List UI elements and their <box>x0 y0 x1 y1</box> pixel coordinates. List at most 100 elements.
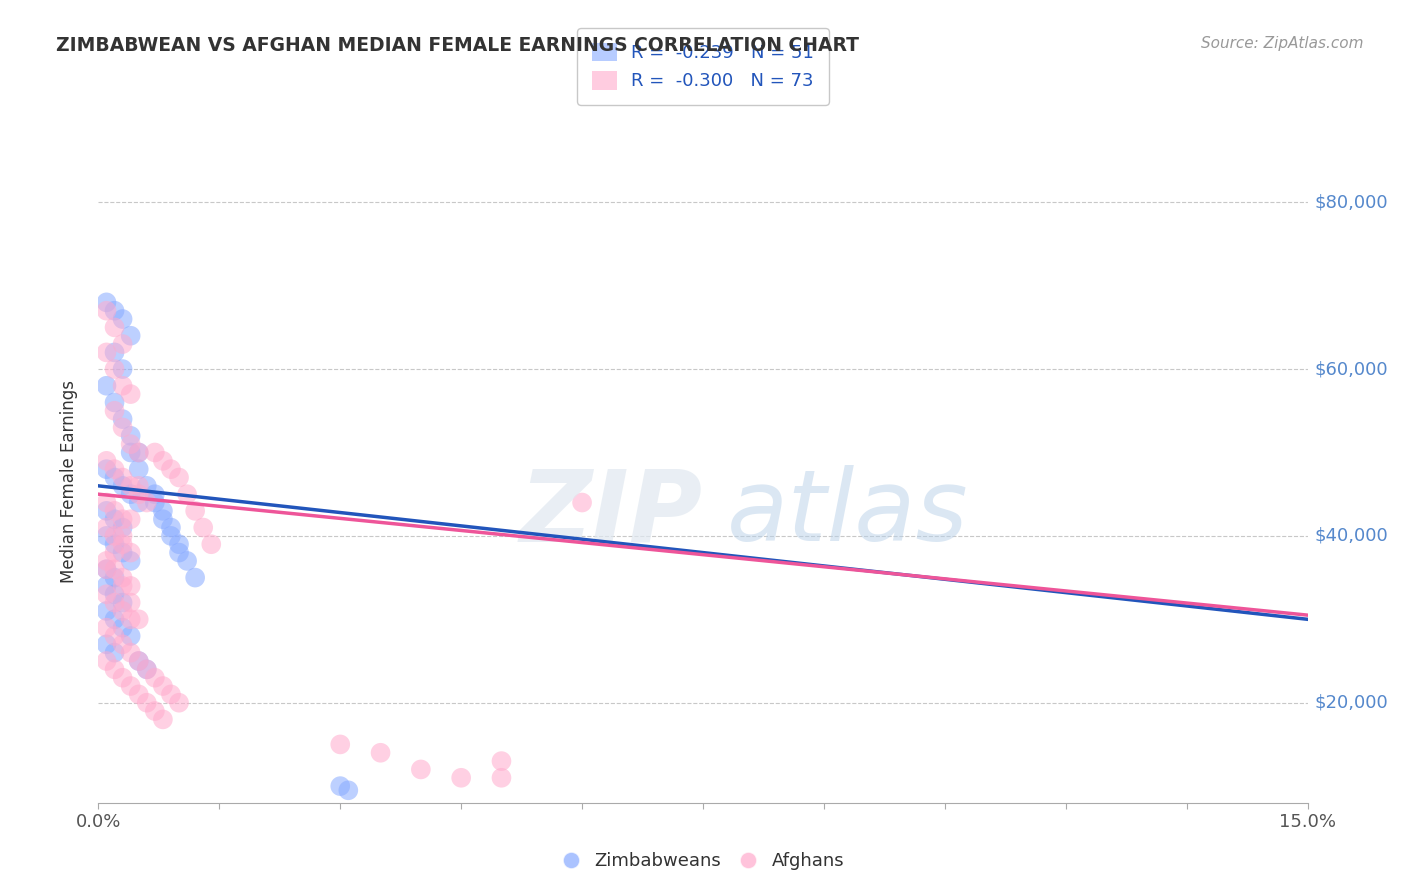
Point <box>103 362 125 376</box>
Point <box>135 662 157 676</box>
Point <box>111 512 134 526</box>
Point <box>120 387 142 401</box>
Point <box>111 637 134 651</box>
Text: atlas: atlas <box>727 466 969 562</box>
Point <box>176 487 198 501</box>
Point <box>103 612 125 626</box>
Point <box>143 445 166 459</box>
Point <box>103 545 125 559</box>
Point <box>96 579 118 593</box>
Point <box>128 687 150 701</box>
Point <box>103 529 125 543</box>
Point <box>96 295 118 310</box>
Point <box>103 587 125 601</box>
Point <box>103 404 125 418</box>
Point <box>103 629 125 643</box>
Text: Source: ZipAtlas.com: Source: ZipAtlas.com <box>1201 36 1364 51</box>
Point <box>111 479 134 493</box>
Point <box>143 704 166 718</box>
Text: ZIMBABWEAN VS AFGHAN MEDIAN FEMALE EARNINGS CORRELATION CHART: ZIMBABWEAN VS AFGHAN MEDIAN FEMALE EARNI… <box>56 36 859 54</box>
Point <box>103 395 125 409</box>
Point <box>103 562 125 576</box>
Point <box>160 462 183 476</box>
Point <box>120 429 142 443</box>
Point <box>491 754 513 768</box>
Point <box>111 545 134 559</box>
Point <box>120 596 142 610</box>
Point <box>103 470 125 484</box>
Point <box>120 679 142 693</box>
Point <box>120 437 142 451</box>
Point <box>200 537 222 551</box>
Point <box>184 504 207 518</box>
Point <box>96 462 118 476</box>
Text: ZIP: ZIP <box>520 466 703 562</box>
Point <box>167 696 190 710</box>
Text: $60,000: $60,000 <box>1315 360 1388 378</box>
Point <box>103 646 125 660</box>
Point <box>96 562 118 576</box>
Point <box>152 712 174 726</box>
Point <box>96 303 118 318</box>
Point <box>135 495 157 509</box>
Point <box>111 362 134 376</box>
Y-axis label: Median Female Earnings: Median Female Earnings <box>59 380 77 583</box>
Point <box>135 479 157 493</box>
Point <box>96 454 118 468</box>
Point <box>120 512 142 526</box>
Point <box>152 679 174 693</box>
Point <box>96 637 118 651</box>
Point <box>176 554 198 568</box>
Point <box>450 771 472 785</box>
Point <box>167 537 190 551</box>
Point <box>96 378 118 392</box>
Text: $20,000: $20,000 <box>1315 694 1388 712</box>
Point <box>103 345 125 359</box>
Point <box>96 554 118 568</box>
Point <box>111 604 134 618</box>
Point <box>111 579 134 593</box>
Point <box>128 445 150 459</box>
Point <box>128 462 150 476</box>
Point <box>120 479 142 493</box>
Point <box>329 738 352 752</box>
Point <box>111 412 134 426</box>
Point <box>103 662 125 676</box>
Point <box>120 554 142 568</box>
Point <box>111 312 134 326</box>
Point <box>103 512 125 526</box>
Point <box>143 487 166 501</box>
Point <box>96 621 118 635</box>
Point <box>96 504 118 518</box>
Point <box>143 671 166 685</box>
Point <box>128 612 150 626</box>
Point <box>128 487 150 501</box>
Point <box>96 562 118 576</box>
Point <box>128 654 150 668</box>
Point <box>337 783 360 797</box>
Point <box>128 654 150 668</box>
Point <box>120 579 142 593</box>
Point <box>111 621 134 635</box>
Point <box>103 596 125 610</box>
Point <box>329 779 352 793</box>
Point <box>96 520 118 534</box>
Point <box>111 596 134 610</box>
Text: $80,000: $80,000 <box>1315 194 1388 211</box>
Point <box>120 646 142 660</box>
Point <box>111 470 134 484</box>
Point <box>491 771 513 785</box>
Point <box>160 687 183 701</box>
Point <box>103 303 125 318</box>
Point <box>96 587 118 601</box>
Point <box>160 529 183 543</box>
Point <box>152 454 174 468</box>
Point <box>571 495 593 509</box>
Point <box>152 512 174 526</box>
Point <box>96 529 118 543</box>
Point <box>96 654 118 668</box>
Point <box>120 629 142 643</box>
Point <box>120 545 142 559</box>
Point <box>103 504 125 518</box>
Point <box>96 604 118 618</box>
